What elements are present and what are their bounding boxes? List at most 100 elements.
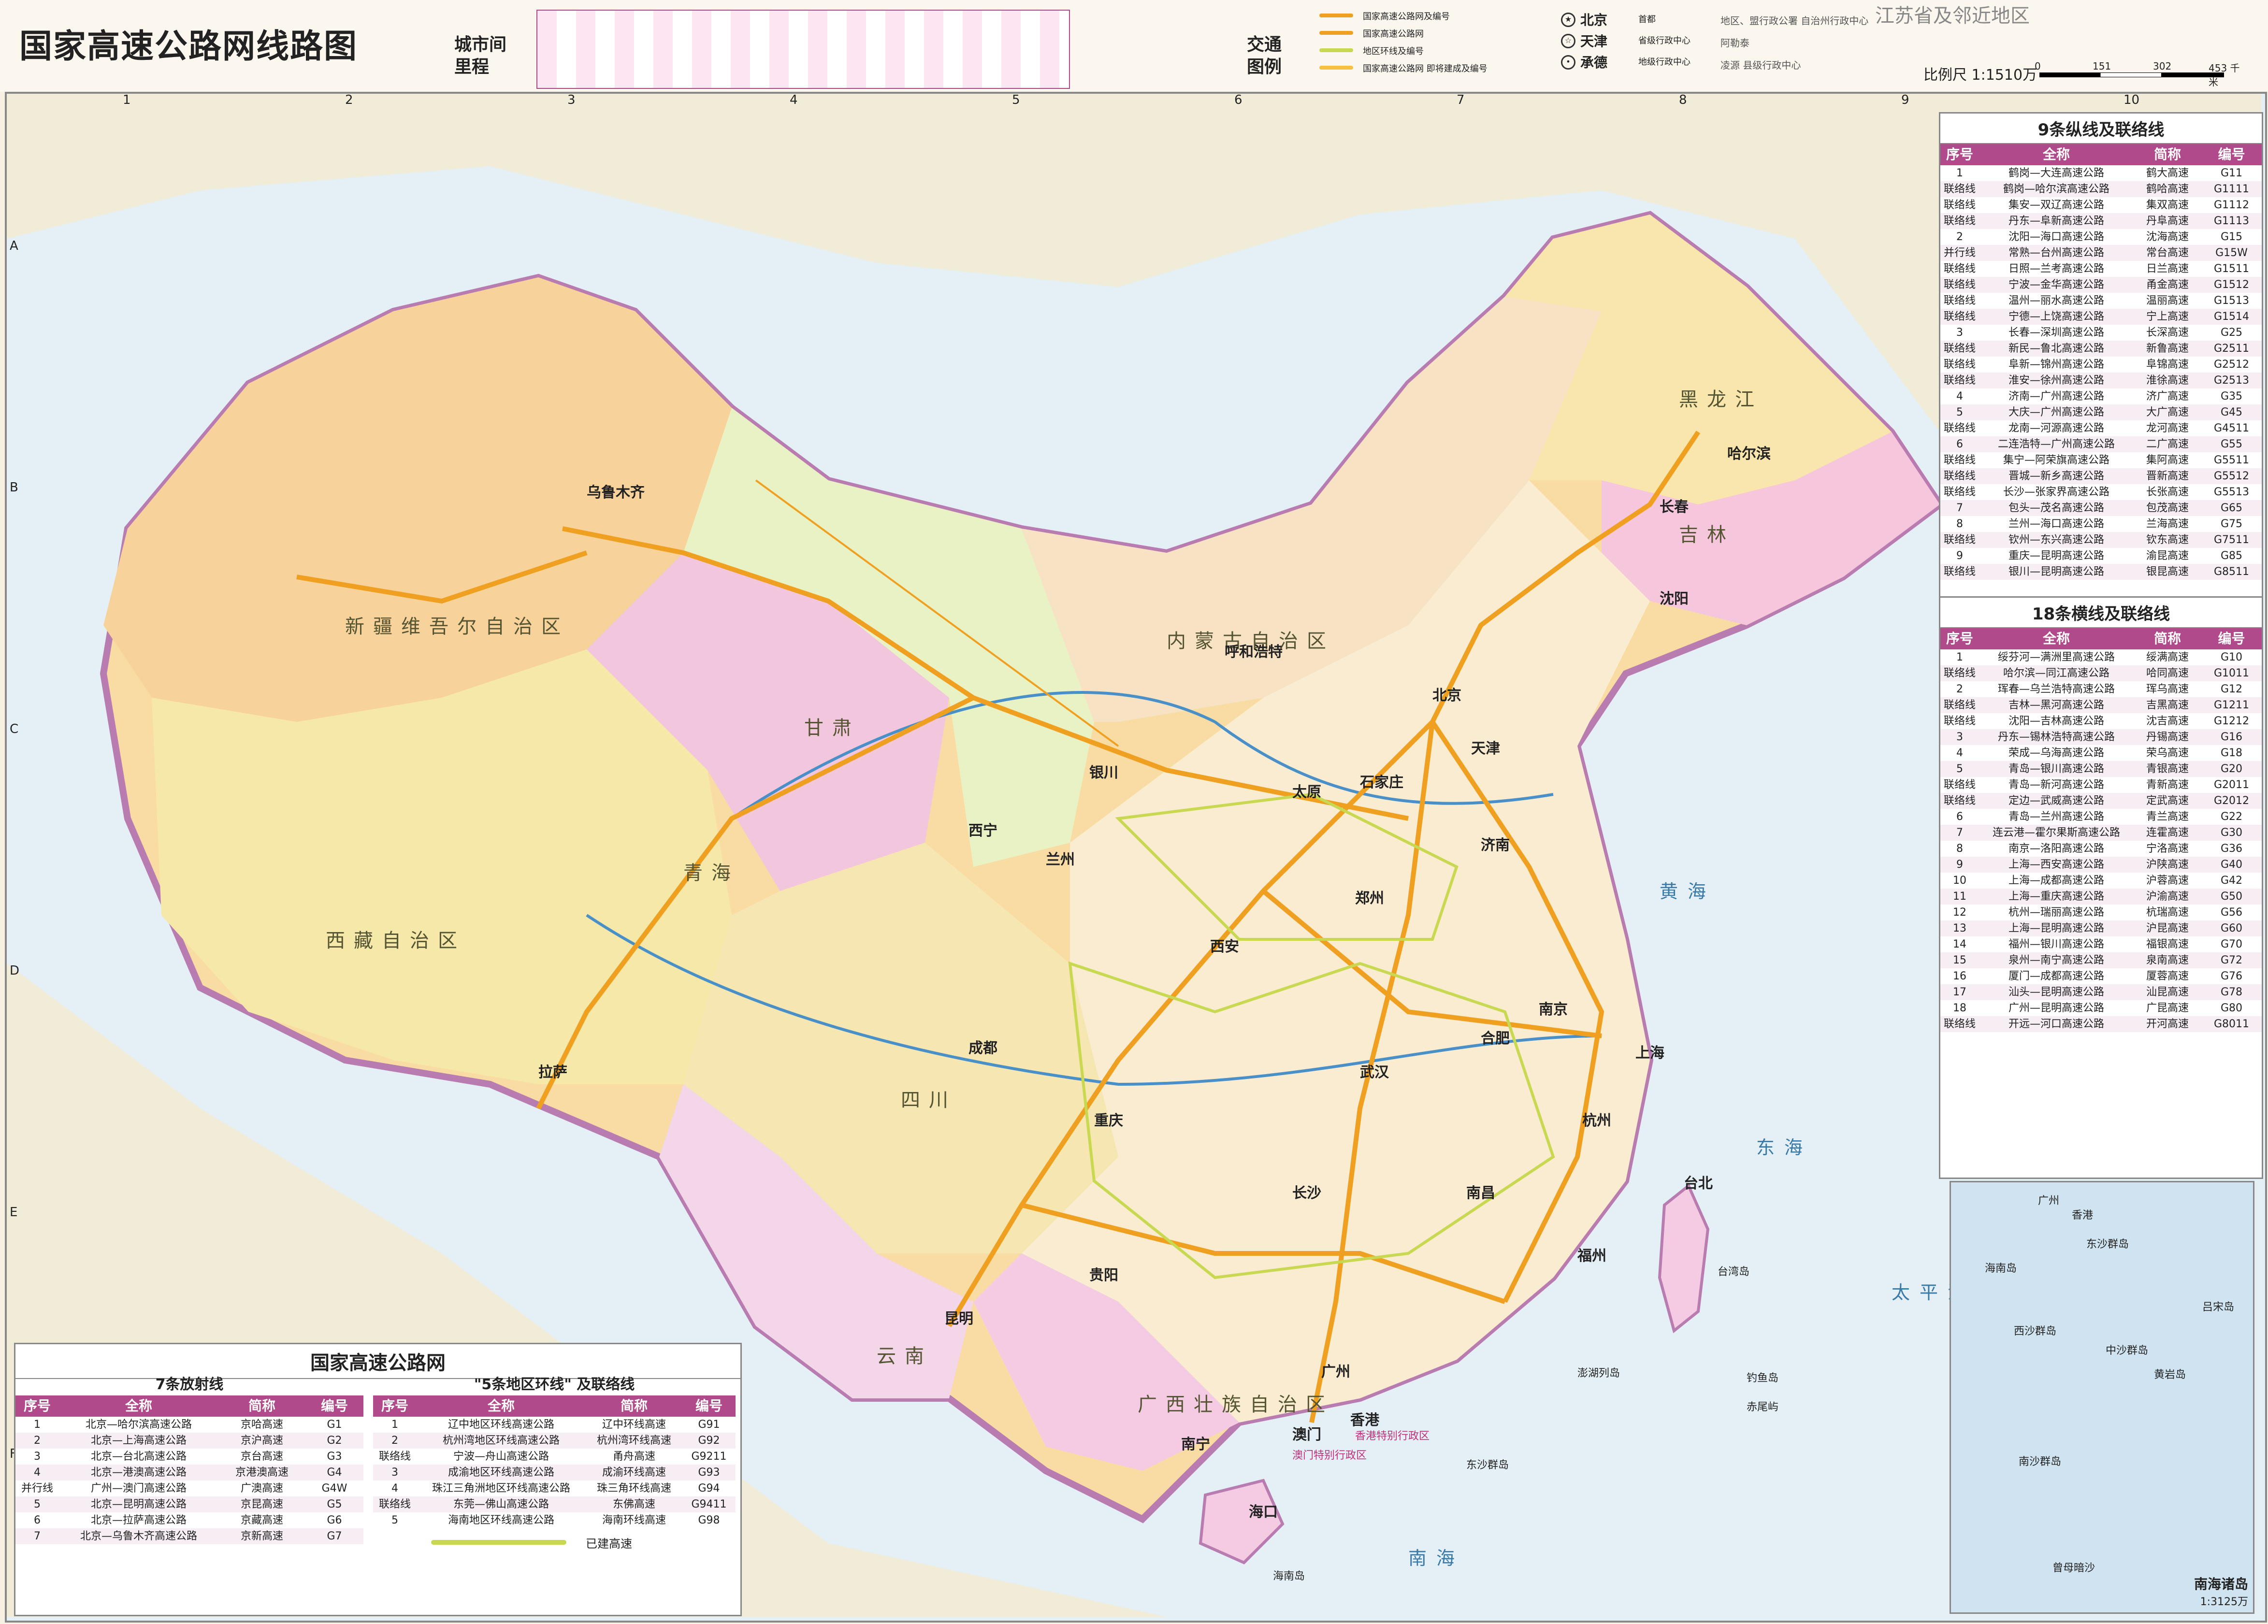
table-cell: 北京—港澳高速公路 bbox=[90, 1466, 187, 1479]
table-cell: 长春—深圳高速公路 bbox=[2008, 327, 2104, 339]
table-row: 联络线 银川—昆明高速公路 银昆高速 G8511 bbox=[1940, 564, 2262, 580]
city-label: 南宁 bbox=[1181, 1436, 1210, 1453]
table-cell: 2 bbox=[1956, 231, 1963, 243]
table-cell: G11 bbox=[2220, 167, 2243, 179]
table-cell: 包头—茂名高速公路 bbox=[2008, 502, 2104, 514]
table-cell: 温州—丽水高速公路 bbox=[2008, 295, 2104, 307]
table-cell: G55 bbox=[2220, 438, 2243, 450]
city-label: 长沙 bbox=[1292, 1185, 1321, 1202]
table-cell: 福银高速 bbox=[2146, 938, 2189, 950]
table-cell: 14 bbox=[1953, 938, 1966, 950]
table-cell: 银川—昆明高速公路 bbox=[2008, 566, 2104, 578]
table-cell: 5 bbox=[1956, 763, 1963, 775]
col-header: 序号 bbox=[23, 1398, 51, 1414]
table-cell: 1 bbox=[391, 1419, 398, 1431]
col-header: 序号 bbox=[1946, 146, 1973, 162]
table-cell: G1513 bbox=[2213, 295, 2250, 307]
table-cell: 联络线 bbox=[378, 1498, 411, 1510]
national-expressway-panel: 国家高速公路网 7条放射线 序号 全称 简称 编号 1 北京—哈尔滨高速公路 京哈高… bbox=[14, 1343, 742, 1616]
table-cell: 7 bbox=[1956, 502, 1963, 514]
table-cell: G5511 bbox=[2213, 454, 2250, 466]
city-label: 哈尔滨 bbox=[1727, 446, 1771, 462]
table-cell: 1 bbox=[34, 1419, 41, 1431]
region-label: 甘肃 bbox=[804, 717, 860, 739]
table-cell: 沪渝高速 bbox=[2146, 891, 2189, 903]
table-cell: 联络线 bbox=[1943, 667, 1976, 679]
table-cell: 6 bbox=[1956, 811, 1963, 823]
table-cell: G4W bbox=[321, 1482, 347, 1495]
table-cell: 联络线 bbox=[1943, 374, 1976, 387]
table-row: 16 厦门—成都高速公路 厦蓉高速 G76 bbox=[1940, 968, 2262, 984]
table-cell: 联络线 bbox=[1943, 183, 1976, 195]
table-cell: 绥芬河—满洲里高速公路 bbox=[1997, 651, 2115, 663]
province-qinghai bbox=[587, 553, 949, 891]
table-cell: 3 bbox=[34, 1451, 41, 1463]
col-header: 简称 bbox=[620, 1398, 648, 1414]
table-cell: 丹阜高速 bbox=[2146, 215, 2189, 227]
river-yellow bbox=[731, 691, 1554, 820]
mileage-grid bbox=[536, 10, 1070, 89]
table-row: 联络线 丹东—阜新高速公路 丹阜高速 G1113 bbox=[1940, 213, 2262, 229]
built-swatch bbox=[431, 1540, 566, 1545]
table-cell: 连霍高速 bbox=[2146, 827, 2189, 839]
table-cell: 宁波—舟山高速公路 bbox=[453, 1451, 549, 1463]
radial-table: 7条放射线 序号 全称 简称 编号 1 北京—哈尔滨高速公路 京哈高速 G1 2 北京—上… bbox=[15, 1374, 363, 1544]
table-cell: G94 bbox=[698, 1482, 720, 1495]
table-cell: 新民—鲁北高速公路 bbox=[2008, 343, 2104, 355]
table-cell: G91 bbox=[698, 1419, 720, 1431]
table-cell: 东佛高速 bbox=[612, 1498, 655, 1510]
legend-swatch bbox=[1319, 66, 1353, 70]
table-cell: 沈阳—海口高速公路 bbox=[2008, 231, 2104, 243]
table-cell: 联络线 bbox=[1943, 534, 1976, 546]
table-cell: 北京—乌鲁木齐高速公路 bbox=[80, 1530, 197, 1542]
grid-col-label: 2 bbox=[345, 93, 353, 107]
table-cell: 银昆高速 bbox=[2146, 566, 2189, 578]
table-cell: G12 bbox=[2220, 683, 2243, 695]
table-cell: 荣乌高速 bbox=[2146, 747, 2189, 759]
table-cell: G22 bbox=[2220, 811, 2243, 823]
table-cell: 青新高速 bbox=[2146, 779, 2189, 791]
table-cell: 汕昆高速 bbox=[2146, 986, 2189, 998]
inset-scale: 1:3125万 bbox=[2200, 1596, 2248, 1608]
table-cell: 哈同高速 bbox=[2146, 667, 2189, 679]
table-cell: G85 bbox=[2220, 550, 2243, 562]
table-cell: G18 bbox=[2220, 747, 2243, 759]
inset-label: 海南岛 bbox=[1985, 1263, 2017, 1275]
table-cell: 联络线 bbox=[1943, 1018, 1976, 1030]
table-cell: 1 bbox=[1956, 651, 1963, 663]
table-cell: 杭瑞高速 bbox=[2146, 906, 2189, 919]
table-cell: G50 bbox=[2220, 891, 2243, 903]
table-cell: 联络线 bbox=[1943, 699, 1976, 711]
table-cell: 沪陕高速 bbox=[2146, 859, 2189, 871]
table-cell: 广州—澳门高速公路 bbox=[90, 1482, 187, 1495]
table-row: 2 珲春—乌兰浩特高速公路 珲乌高速 G12 bbox=[1940, 681, 2262, 697]
table-cell: 4 bbox=[391, 1482, 398, 1495]
table-row: 联络线 长沙—张家界高速公路 长张高速 G5513 bbox=[1940, 484, 2262, 500]
table-cell: 联络线 bbox=[1943, 566, 1976, 578]
table-cell: 甬金高速 bbox=[2146, 279, 2189, 291]
table-row: 4 济南—广州高速公路 济广高速 G35 bbox=[1940, 388, 2262, 404]
table-row: 并行线 常熟—台州高速公路 常台高速 G15W bbox=[1940, 245, 2262, 261]
table-cell: G1113 bbox=[2213, 215, 2250, 227]
island-label: 钓鱼岛 bbox=[1747, 1372, 1779, 1384]
table-row: 5 大庆—广州高速公路 大广高速 G45 bbox=[1940, 404, 2262, 420]
table-row: 联络线 宁波—舟山高速公路 甬舟高速 G9211 bbox=[373, 1449, 736, 1465]
table-cell: 杭州湾地区环线高速公路 bbox=[442, 1435, 560, 1447]
table-cell: 定边—武威高速公路 bbox=[2008, 795, 2104, 807]
region-label: 黑龙江 bbox=[1679, 388, 1763, 411]
table-title: 9条纵线及联络线 bbox=[1940, 114, 2262, 144]
table-row: 2 杭州湾地区环线高速公路 杭州湾环线高速 G92 bbox=[373, 1433, 736, 1449]
provincial-capital-icon: ☆ bbox=[1561, 34, 1575, 48]
table-cell: G10 bbox=[2220, 651, 2243, 663]
island-label: 赤尾屿 bbox=[1747, 1401, 1779, 1413]
table-cell: G78 bbox=[2220, 986, 2243, 998]
city-label: 广州 bbox=[1321, 1364, 1350, 1380]
city-label: 济南 bbox=[1481, 837, 1510, 854]
table-cell: G35 bbox=[2220, 390, 2243, 402]
city-label: 南昌 bbox=[1466, 1185, 1495, 1202]
table-cell: G42 bbox=[2220, 875, 2243, 887]
table-row: 10 上海—成都高速公路 沪蓉高速 G42 bbox=[1940, 873, 2262, 889]
legend-line-item: 地区环线及编号 bbox=[1319, 43, 1551, 58]
table-cell: 广澳高速 bbox=[240, 1482, 283, 1495]
table-cell: 辽中地区环线高速公路 bbox=[448, 1419, 554, 1431]
